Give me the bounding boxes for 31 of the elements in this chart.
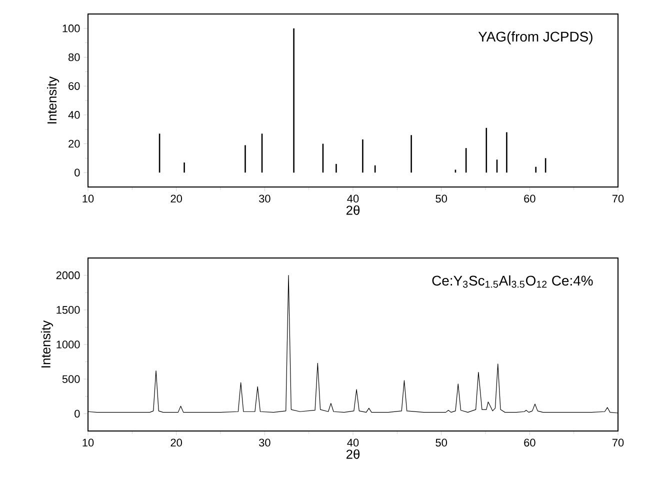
- x-tick-label: 60: [524, 194, 536, 203]
- y-tick-label: 2000: [56, 271, 80, 280]
- x-tick-label: 50: [436, 438, 447, 447]
- text: Ce:Y$_{3}$Sc$_{1.5}$Al$_{3.5}$O$_{12}$ Ce:4%: [432, 275, 593, 288]
- y-tick-label: 40: [68, 111, 80, 119]
- y-tick-label: 500: [62, 375, 80, 383]
- x-tick-label: 20: [170, 438, 182, 447]
- y-axis-title: Intensity: [47, 76, 60, 124]
- x-tick-label: 40: [347, 194, 359, 203]
- x-tick-label: 50: [436, 194, 447, 203]
- y-tick-label: 80: [68, 53, 80, 62]
- x-tick-label: 20: [170, 194, 182, 203]
- x-tick-label: 30: [258, 438, 270, 447]
- y-tick-label: 20: [68, 140, 80, 148]
- x-tick-label: 60: [524, 438, 536, 447]
- x-tick-label: 30: [258, 194, 270, 203]
- y-tick-label: 1500: [56, 306, 80, 314]
- y-tick-label: 0: [74, 410, 80, 418]
- x-tick-label: 10: [82, 194, 94, 203]
- y-tick-label: 100: [62, 24, 80, 32]
- y-axis-title: Intensity: [40, 320, 54, 368]
- x-tick-label: 70: [612, 438, 624, 447]
- y-tick-label: 1000: [56, 340, 80, 348]
- x-axis-title: 2θ: [346, 205, 360, 215]
- x-tick-label: 40: [347, 438, 359, 447]
- x-axis-title: 2θ: [346, 449, 360, 459]
- y-tick-label: 0: [74, 168, 80, 176]
- x-tick-label: 10: [82, 438, 94, 447]
- annotation: YAG(from JCPDS): [478, 31, 592, 44]
- x-tick-label: 70: [612, 194, 624, 203]
- y-tick-label: 60: [68, 82, 80, 90]
